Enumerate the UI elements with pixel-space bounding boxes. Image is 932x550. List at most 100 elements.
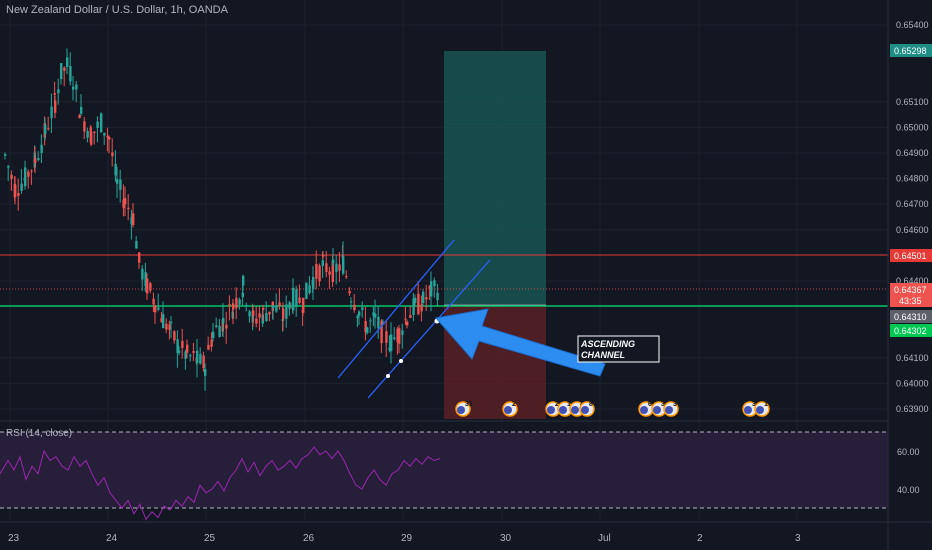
channel-anchor-point[interactable] [386, 374, 390, 378]
candle-body [44, 124, 47, 134]
candle-body [54, 100, 57, 113]
price-tick: 0.65100 [896, 97, 929, 107]
resistance-price-tag: 0.64501 [890, 249, 932, 262]
candle-body [241, 292, 244, 298]
candle-body [83, 121, 86, 132]
candle-body [406, 321, 409, 326]
candle-body [60, 63, 63, 80]
candle-body [63, 67, 66, 71]
event-badge[interactable]: 6 [638, 401, 654, 417]
candle-body [202, 355, 205, 369]
candle-body [50, 106, 53, 119]
price-axis[interactable]: 0.65400 0.65100 0.65000 0.64900 0.64800 0.647… [896, 20, 929, 414]
candle-body [116, 179, 119, 184]
candle-body [184, 351, 187, 359]
time-tick: 26 [303, 533, 315, 544]
candle-body [192, 351, 195, 353]
rsi-pane[interactable] [0, 431, 888, 521]
channel-anchor-point[interactable] [399, 359, 403, 363]
time-tick: 23 [8, 533, 20, 544]
candle-body [262, 307, 265, 310]
price-tick: 0.64800 [896, 174, 929, 184]
candle-body [377, 316, 380, 328]
price-tick: 0.64000 [896, 378, 929, 388]
candle-body [141, 268, 144, 280]
target-price-tag: 0.65298 [890, 44, 932, 57]
event-badge[interactable]: 1 [754, 401, 770, 417]
rsi-tick: 60.00 [897, 447, 920, 457]
candle-body [428, 286, 431, 289]
candle-body [248, 311, 251, 317]
event-badge[interactable]: 8 [579, 401, 595, 417]
candle-body [122, 199, 125, 208]
candle-body [338, 264, 341, 271]
rsi-line [0, 446, 441, 521]
price-tick: 0.65000 [896, 122, 929, 132]
chart-title: New Zealand Dollar / U.S. Dollar, 1h, OA… [6, 4, 228, 16]
candle-body [422, 291, 425, 304]
economic-events[interactable]: 31221178633391 [455, 401, 770, 417]
candle-body [278, 302, 281, 307]
candle-body [401, 330, 404, 335]
candle-body [305, 282, 308, 299]
candle-body [212, 331, 215, 339]
ascending-channel[interactable] [337, 239, 491, 399]
time-tick: 2 [697, 533, 703, 544]
candle-body [245, 304, 248, 307]
candle-body [20, 183, 23, 192]
time-tick: Jul [598, 533, 611, 544]
current-price-tag: 0.64367 43:35 [890, 283, 932, 307]
candle-body [372, 312, 375, 317]
candle-body [78, 115, 81, 119]
candle-body [222, 318, 225, 324]
candle-body [335, 263, 338, 272]
candle-body [328, 271, 331, 275]
candle-body [17, 193, 20, 196]
svg-text:3: 3 [661, 401, 665, 408]
candle-body [282, 308, 285, 319]
candle-body [7, 166, 10, 168]
candles [4, 48, 439, 391]
candle-body [90, 132, 93, 145]
svg-text:1: 1 [764, 401, 768, 408]
candle-body [358, 311, 361, 316]
candle-body [72, 86, 75, 90]
candle-body [369, 320, 372, 322]
channel-upper-line[interactable] [337, 239, 455, 379]
candle-body [393, 337, 396, 340]
candle-body [86, 131, 89, 138]
svg-text:2: 2 [512, 401, 516, 408]
price-tick: 0.64600 [896, 225, 929, 235]
candle-body [218, 325, 221, 338]
candle-body [152, 298, 155, 305]
event-badge[interactable]: 3 [651, 401, 667, 417]
target-zone[interactable] [444, 51, 546, 305]
event-badge[interactable]: 3 [663, 401, 679, 417]
candle-body [53, 93, 56, 95]
candle-body [66, 57, 69, 67]
svg-text:0.64367: 0.64367 [894, 285, 927, 295]
candle-body [124, 198, 127, 205]
candle-body [433, 280, 436, 287]
candle-body [398, 328, 401, 344]
event-badge[interactable]: 31 [455, 401, 473, 417]
price-tick: 0.64900 [896, 148, 929, 158]
candle-body [272, 305, 275, 308]
candle-body [160, 318, 163, 323]
candle-body [204, 368, 207, 376]
channel-label-box[interactable]: ASCENDING CHANNEL [577, 335, 660, 363]
candle-body [252, 310, 255, 316]
time-axis[interactable]: 23 24 25 26 29 30 Jul 2 3 [8, 533, 801, 544]
candle-body [127, 207, 130, 210]
candle-body [40, 144, 43, 154]
candle-body [106, 135, 109, 138]
candle-body [149, 283, 152, 291]
entry-price-tag: 0.64310 [890, 310, 932, 323]
svg-text:3: 3 [673, 401, 677, 408]
event-badge[interactable]: 2 [502, 401, 518, 417]
candle-body [385, 331, 388, 343]
support-price-tag: 0.64302 [890, 324, 932, 337]
candle-body [348, 290, 351, 294]
candle-body [24, 167, 27, 187]
